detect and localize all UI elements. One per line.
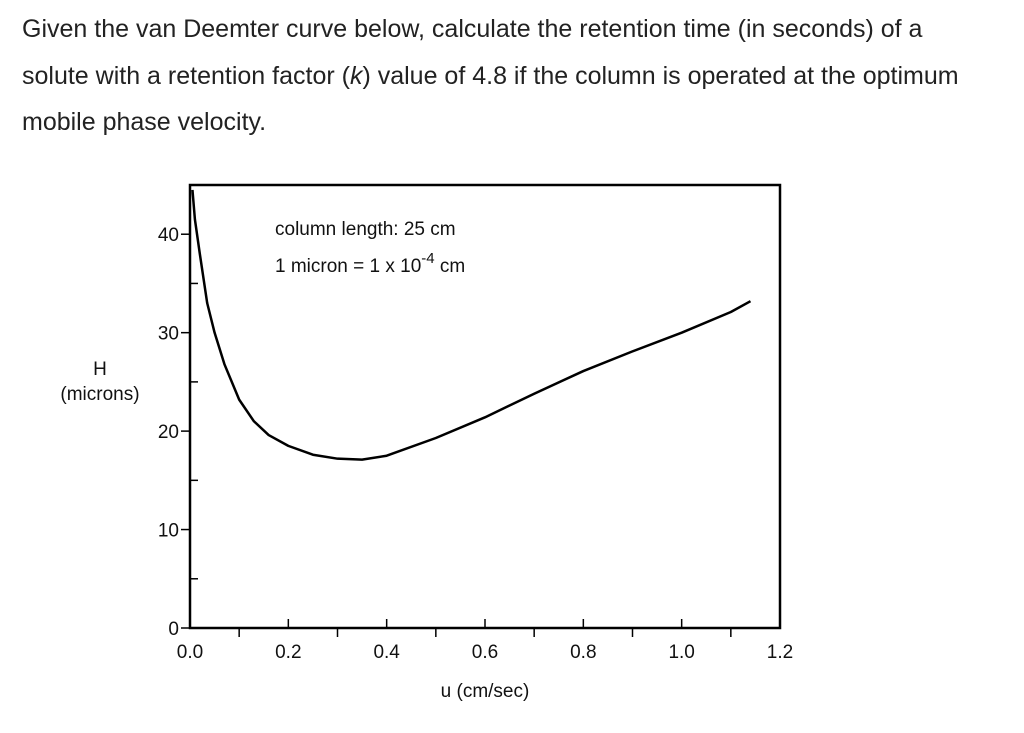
x-tick-label: 1.2 [767, 642, 793, 663]
question-italic: k [349, 61, 363, 90]
annotation-superscript: -4 [421, 250, 434, 267]
question-text: ) value of 4.8 if the column is operated… [22, 61, 959, 137]
question: Given the van Deemter curve below, calcu… [22, 6, 992, 146]
question-text: Given the van Deemter curve below, calcu… [22, 15, 923, 90]
y-axis-label: (microns) [60, 384, 139, 405]
y-tick-label: 20 [158, 422, 179, 443]
annotation: 1 micron = 1 x 10-4 cm [275, 250, 465, 277]
data-line [191, 189, 752, 461]
x-tick-label: 1.0 [668, 642, 694, 663]
y-axis-label: H [93, 359, 107, 380]
x-tick-label: 0.2 [275, 642, 301, 663]
chart-background [20, 160, 812, 715]
annotation: 1 micron = 1 x 10 [275, 256, 421, 277]
x-tick-label: 0.8 [570, 642, 596, 663]
x-tick-label: 0.6 [472, 642, 498, 663]
x-tick-label: 0.4 [373, 642, 400, 663]
annotation: column length: 25 cm [275, 219, 456, 240]
y-tick-label: 40 [158, 225, 179, 246]
chart: column length: 25 cm 1 micron = 1 x 10-4… [20, 160, 812, 715]
y-tick-label: 10 [158, 521, 179, 542]
y-tick-label: 0 [168, 619, 179, 640]
y-tick-label: 30 [158, 324, 179, 345]
annotation: cm [435, 256, 466, 277]
x-tick-label: 0.0 [177, 642, 203, 663]
x-axis-label: u (cm/sec) [441, 681, 530, 702]
